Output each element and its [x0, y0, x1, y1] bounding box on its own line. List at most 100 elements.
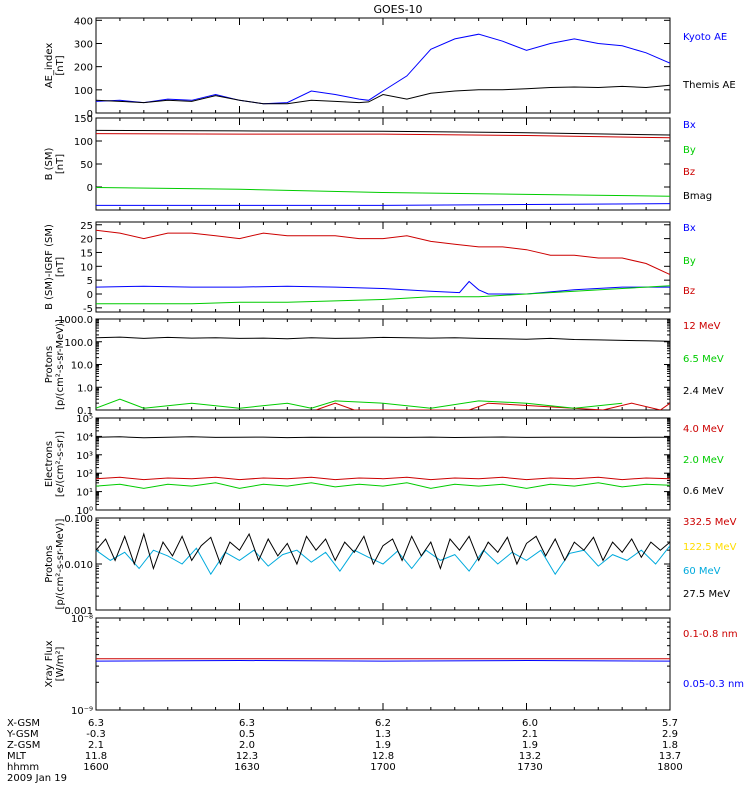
series-line-Bx — [96, 203, 670, 206]
panel-5: 10⁰ 10¹ 10² 10³ 10⁴ 10⁵ Electrons[e/(cm²-s-sr)… — [44, 414, 724, 517]
y-tick-label: 10¹ — [76, 488, 93, 499]
orbit-value: 1730 — [517, 762, 542, 773]
legend-label: Bx — [683, 223, 696, 234]
legend-label: 27.5 MeV — [683, 589, 730, 600]
series-line-Kyoto-AE — [96, 33, 670, 105]
orbit-value: 0.5 — [239, 729, 255, 740]
y-tick-label: 0 — [87, 183, 93, 194]
legend-label: 122.5 MeV — [683, 542, 737, 553]
y-tick-label: 0.010 — [64, 560, 93, 571]
series-line-Bx — [96, 280, 670, 295]
orbit-value: 13.7 — [659, 751, 681, 762]
legend-label: Bz — [683, 286, 695, 297]
legend-label: 6.5 MeV — [683, 354, 724, 365]
y-axis-label: B (SM)[nT] — [44, 147, 66, 180]
y-tick-label: 10⁻⁹ — [71, 706, 93, 717]
series-line-4.0-MeV — [96, 476, 670, 481]
y-tick-label: 10 — [80, 262, 93, 273]
orbit-value: 6.3 — [239, 718, 255, 729]
orbit-value: 6.3 — [88, 718, 104, 729]
legend-label: Bx — [683, 120, 696, 131]
y-tick-label: 400 — [74, 16, 93, 27]
y-axis-label: Protons[p/(cm²-s-sr-MeV)] — [44, 518, 66, 609]
y-tick-label: 5 — [87, 276, 93, 287]
legend-label: By — [683, 145, 696, 156]
y-tick-label: 100.0 — [64, 338, 93, 349]
y-tick-label: 150 — [74, 114, 93, 125]
orbit-value: 1.8 — [662, 740, 678, 751]
y-tick-label: 10³ — [76, 451, 93, 462]
legend-label: 0.1-0.8 nm — [683, 629, 738, 640]
legend-label: Bmag — [683, 191, 712, 202]
y-tick-label: 300 — [74, 39, 93, 50]
y-axis-label: Protons[p/(cm²-s-sr-MeV)] — [44, 319, 66, 410]
legend-label: 60 MeV — [683, 566, 721, 577]
y-axis-label: Xray Flux[W/m²] — [44, 640, 66, 687]
series-line-12-MeV — [315, 402, 670, 410]
series-line-By — [96, 187, 670, 197]
orbit-value: 1600 — [83, 762, 108, 773]
orbit-value: 2.1 — [88, 740, 104, 751]
y-tick-label: 25 — [80, 221, 93, 232]
y-tick-label: 10⁴ — [76, 432, 93, 443]
legend-label: 0.05-0.3 nm — [683, 679, 744, 690]
series-line-Bz — [96, 229, 670, 276]
series-line-By — [96, 285, 670, 305]
y-tick-label: 10² — [76, 469, 93, 480]
series-line-0.6-MeV — [96, 436, 670, 439]
y-axis-label: Electrons[e/(cm²-s-sr)] — [44, 431, 66, 497]
panel-frame — [95, 221, 671, 313]
orbit-row-label: Y-GSM — [6, 729, 39, 740]
panel-frame — [95, 17, 671, 114]
y-tick-label: 0.001 — [64, 606, 93, 617]
panel-4: 0.1 1.0 10.0 100.0 1000.0Protons[p/(cm²-s-sr… — [44, 315, 724, 417]
y-tick-label: 0.100 — [64, 514, 93, 525]
legend-label: Themis AE — [682, 80, 736, 91]
orbit-row-label: X-GSM — [7, 718, 40, 729]
orbit-value: 11.8 — [85, 751, 107, 762]
y-tick-label: 10.0 — [71, 361, 93, 372]
y-tick-label: 0 — [87, 109, 93, 120]
orbit-value: 6.2 — [375, 718, 391, 729]
orbit-value: 2.0 — [239, 740, 255, 751]
y-axis-label: AE_index[nT] — [44, 43, 66, 89]
chart-title: GOES-10 — [373, 3, 422, 16]
legend-label: 4.0 MeV — [683, 424, 724, 435]
orbit-value: 1700 — [370, 762, 395, 773]
orbit-value: 5.7 — [662, 718, 678, 729]
series-line-60-MeV — [96, 545, 670, 576]
orbit-value: 1.3 — [375, 729, 391, 740]
panel-1: 0 100 200 300 400 AE_index[nT] Kyoto AE Themis … — [44, 16, 736, 120]
series-line-0.05-0.3-nm — [96, 659, 670, 662]
series-line-2.0-MeV — [96, 482, 670, 489]
y-axis-label: B (SM)-IGRF (SM)[nT] — [44, 224, 66, 310]
y-tick-label: 1.0 — [77, 383, 93, 394]
y-tick-label: 20 — [80, 235, 93, 246]
y-tick-label: 15 — [80, 248, 93, 259]
y-tick-label: 100 — [74, 86, 93, 97]
orbit-value: 2.9 — [662, 729, 678, 740]
legend-label: Kyoto AE — [683, 32, 727, 43]
series-line-Bmag — [96, 129, 670, 136]
legend-label: 332.5 MeV — [683, 517, 737, 528]
y-tick-label: 10⁰ — [76, 506, 93, 517]
panel-frame — [95, 417, 671, 511]
orbit-value: 1630 — [234, 762, 259, 773]
series-line-6.5-MeV — [96, 398, 623, 409]
orbit-value: 6.0 — [522, 718, 538, 729]
legend-label: 2.0 MeV — [683, 455, 724, 466]
legend-label: Bz — [683, 167, 695, 178]
orbit-value: 13.2 — [519, 751, 541, 762]
orbit-value: 1.9 — [375, 740, 391, 751]
panel-2: 0 50 100 150 B (SM)[nT] Bx By Bz Bmag — [44, 114, 712, 211]
series-line-Bz — [96, 133, 670, 139]
orbit-row-label: Z-GSM — [7, 740, 40, 751]
orbit-value: 2.1 — [522, 729, 538, 740]
orbit-value: 1800 — [657, 762, 682, 773]
y-tick-label: 1000.0 — [58, 315, 93, 326]
y-tick-label: -5 — [83, 304, 93, 315]
y-tick-label: 50 — [80, 160, 93, 171]
y-tick-label: 0.1 — [77, 406, 93, 417]
date-label: 2009 Jan 19 — [7, 773, 67, 784]
